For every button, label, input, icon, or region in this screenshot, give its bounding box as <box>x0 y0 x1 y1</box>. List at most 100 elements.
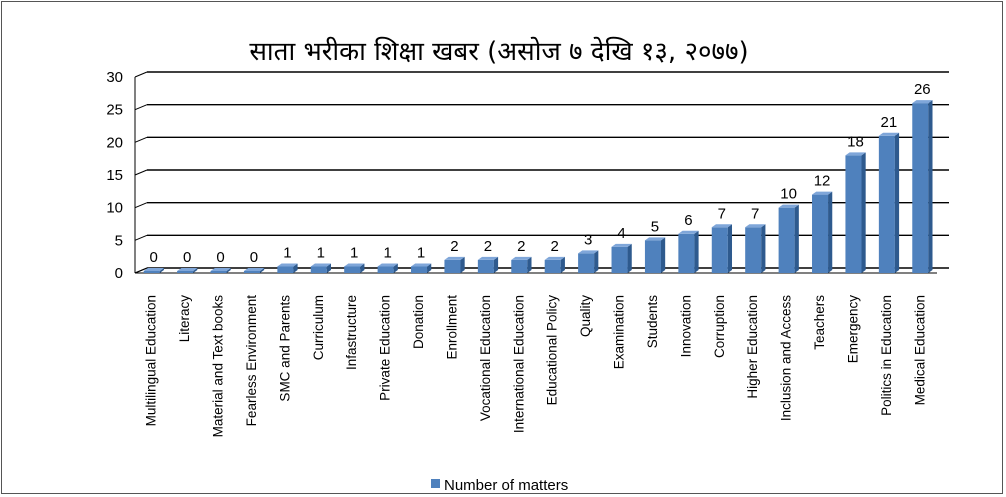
data-label: 7 <box>718 205 726 222</box>
data-label: 0 <box>250 249 258 266</box>
data-label: 21 <box>881 114 898 131</box>
bar-top <box>344 263 365 267</box>
y-tick-label: 20 <box>106 134 123 151</box>
bar-front <box>878 135 895 273</box>
data-label: 0 <box>183 249 191 266</box>
category-label: Inclusion and Access <box>779 295 794 421</box>
bar-side <box>660 237 666 273</box>
bar-top <box>411 263 432 267</box>
data-label: 0 <box>216 249 224 266</box>
bar-front <box>243 271 260 273</box>
bar-top <box>778 204 799 208</box>
bar <box>778 204 799 273</box>
bar-side <box>894 132 900 273</box>
bar-top <box>745 224 766 228</box>
category-label: Politics in Education <box>879 295 894 416</box>
bar-side <box>460 256 465 273</box>
bar <box>611 243 632 273</box>
bar-front <box>344 266 361 273</box>
data-label: 2 <box>484 238 492 255</box>
bar-side <box>627 243 632 273</box>
data-label: 1 <box>283 244 291 261</box>
bar <box>477 256 499 273</box>
category-label: Examination <box>612 295 627 369</box>
bar-front <box>845 155 862 273</box>
category-label: Private Education <box>378 295 393 401</box>
data-label: 2 <box>551 238 559 255</box>
bar-side <box>594 250 599 273</box>
bar <box>411 263 432 273</box>
bar-side <box>794 204 799 273</box>
category-label: International Education <box>511 295 526 433</box>
data-label: 5 <box>651 218 659 235</box>
bar-front <box>711 227 728 273</box>
legend: Number of matters <box>431 477 568 494</box>
bar-front <box>778 207 795 273</box>
y-tick-label: 30 <box>106 69 123 86</box>
bar-front <box>444 259 461 273</box>
data-label: 18 <box>847 133 864 150</box>
gridline-depth <box>134 136 148 143</box>
bar-front <box>143 271 160 273</box>
bar <box>711 224 733 273</box>
category-label: Teachers <box>812 295 827 350</box>
data-label: 26 <box>914 81 931 98</box>
bar-side <box>427 263 432 273</box>
bar-top <box>444 256 465 260</box>
bar-front <box>277 266 294 273</box>
data-label: 0 <box>150 249 158 266</box>
category-label: Educational Policy <box>545 295 560 406</box>
gridline-depth <box>134 234 148 241</box>
bar-side <box>360 263 365 273</box>
data-label: 3 <box>584 231 592 248</box>
data-label: 2 <box>450 238 458 255</box>
bar-front <box>411 266 428 273</box>
category-label: Multilingual Education <box>144 295 159 426</box>
bar <box>143 268 164 273</box>
bar <box>578 250 599 273</box>
bar <box>912 100 933 273</box>
bar-side <box>193 268 198 273</box>
y-tick-label: 0 <box>115 265 123 282</box>
bar-side <box>259 268 265 273</box>
bar-side <box>694 230 699 273</box>
legend-label: Number of matters <box>444 477 568 494</box>
bar-top <box>711 224 733 228</box>
bar-front <box>644 240 661 273</box>
bar-top <box>644 237 666 241</box>
bar <box>377 263 398 273</box>
bar-side <box>761 224 766 273</box>
category-label: Vocational Education <box>478 295 493 421</box>
y-tick-label: 25 <box>106 102 123 119</box>
data-label: 6 <box>684 212 692 229</box>
bar-top <box>544 256 565 260</box>
bar-top <box>277 263 298 267</box>
bars <box>143 100 933 273</box>
bar <box>243 268 265 273</box>
gridline-depth <box>134 71 148 78</box>
category-label: Enrollment <box>444 295 459 360</box>
bar <box>511 256 532 273</box>
bar-side <box>393 263 398 273</box>
bar-top <box>912 100 933 104</box>
bar-front <box>544 259 561 273</box>
category-labels: Multilingual Education Literacy Material a… <box>144 295 928 438</box>
bar-front <box>812 194 829 273</box>
y-tick-label: 15 <box>106 167 123 184</box>
category-label: Donation <box>411 295 426 349</box>
bar-top <box>511 256 532 260</box>
bar-top <box>477 256 499 260</box>
data-label: 7 <box>751 205 759 222</box>
bar <box>878 132 900 273</box>
bar-side <box>727 224 733 273</box>
bar <box>845 152 866 273</box>
bar-side <box>861 152 866 273</box>
bar-front <box>377 266 394 273</box>
category-label: Material and Text books <box>211 295 226 438</box>
bar <box>544 256 565 273</box>
bar <box>745 224 766 273</box>
gridline-depth <box>134 202 148 209</box>
category-label: Higher Education <box>745 295 760 399</box>
